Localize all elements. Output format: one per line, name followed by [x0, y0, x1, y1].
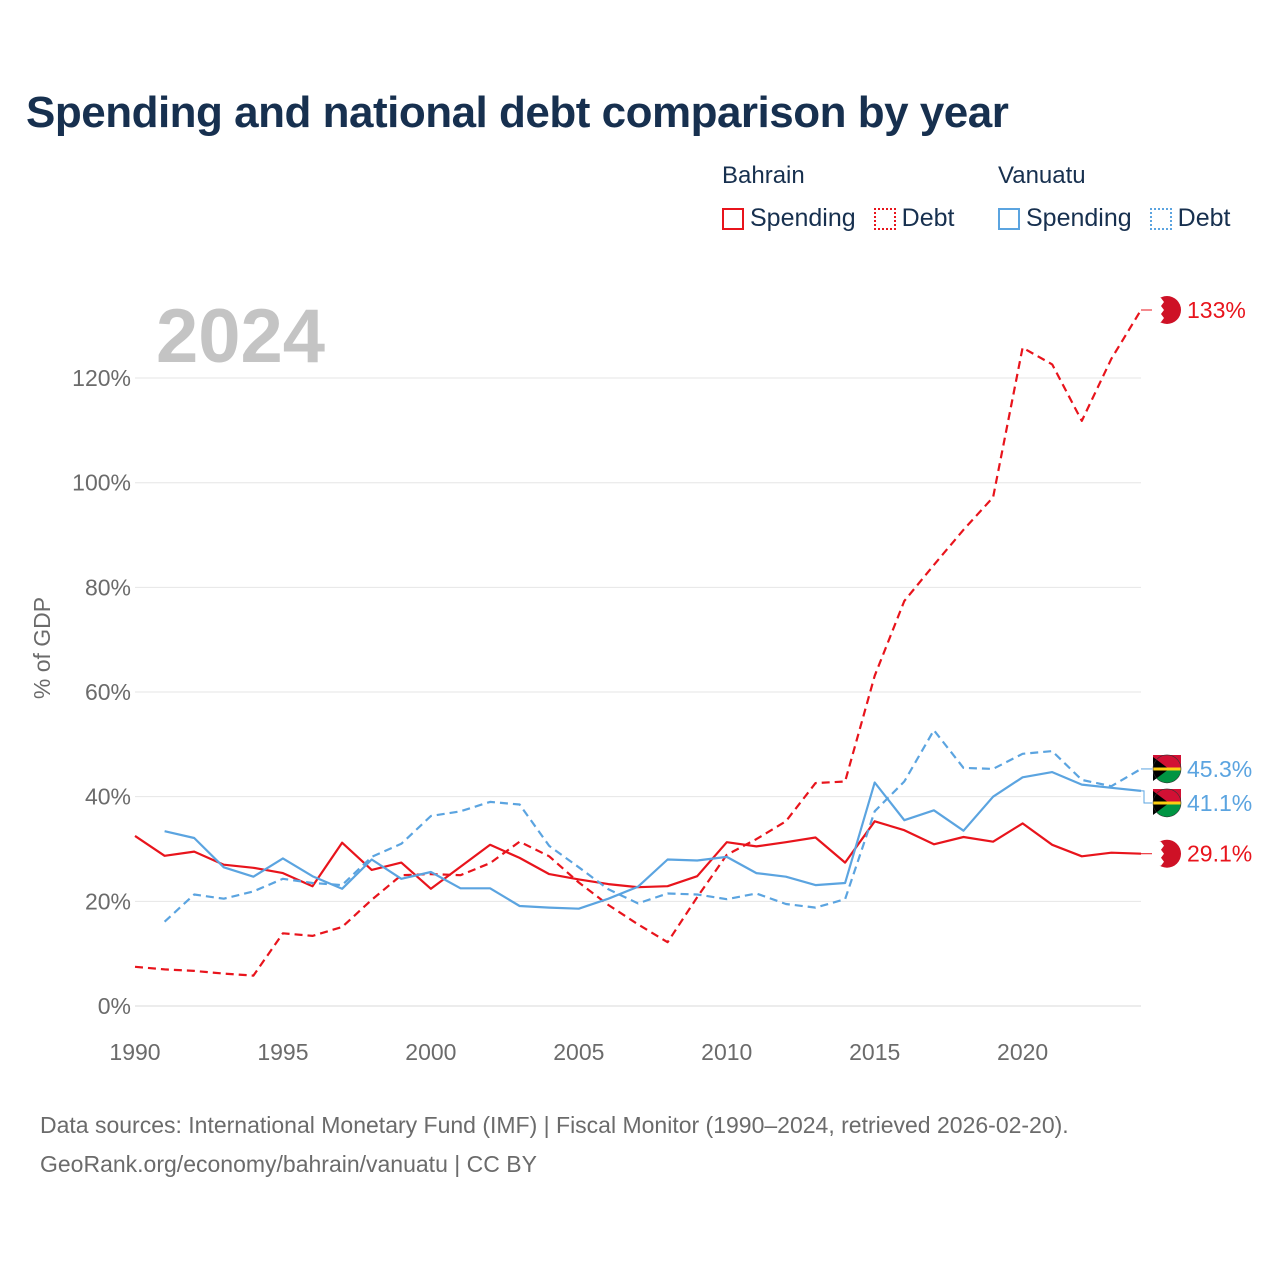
- end-value-label: 29.1%: [1187, 841, 1252, 867]
- series-line-bahrain-debt: [134, 309, 1142, 977]
- bahrain-flag-icon: [1153, 296, 1181, 324]
- dotted-swatch-icon: [873, 207, 896, 230]
- y-tick-label: 60%: [85, 679, 131, 705]
- data-source: Data sources: International Monetary Fun…: [40, 1112, 1069, 1138]
- end-value-label: 45.3%: [1187, 756, 1252, 782]
- x-tick-label: 1990: [109, 1039, 160, 1065]
- x-tick-label: 2010: [701, 1039, 752, 1065]
- x-tick-label: 2015: [849, 1039, 900, 1065]
- series-line-vanuatu-spending: [164, 770, 1142, 910]
- legend-vanuatu-debt[interactable]: Debt: [1149, 204, 1231, 233]
- x-tick-label: 1995: [257, 1039, 308, 1065]
- series-line-vanuatu-debt: [163, 729, 1142, 923]
- x-tick-label: 2020: [997, 1039, 1048, 1065]
- y-axis-label: % of GDP: [29, 597, 55, 699]
- solid-swatch-icon: [998, 207, 1020, 230]
- y-tick-label: 20%: [85, 888, 131, 914]
- y-tick-label: 40%: [85, 784, 131, 810]
- legend-label: Debt: [901, 204, 955, 232]
- legend-label: Debt: [1177, 204, 1231, 232]
- legend-country-bahrain: Bahrain: [722, 162, 805, 189]
- legend-bahrain: Bahrain Spending Debt: [722, 162, 954, 233]
- source-url[interactable]: GeoRank.org/economy/bahrain/vanuatu | CC…: [40, 1151, 537, 1177]
- y-tick-label: 120%: [72, 365, 131, 391]
- line-chart: 2024 % of GDP 0% 20% 40% 60% 80% 100% 120% 199…: [29, 294, 1252, 1065]
- chart-title: Spending and national debt comparison by…: [26, 88, 1009, 137]
- x-tick-label: 2000: [405, 1039, 456, 1065]
- bahrain-flag-icon: [1153, 839, 1181, 868]
- dotted-swatch-icon: [1149, 207, 1172, 230]
- vanuatu-flag-icon: [1152, 754, 1182, 784]
- y-tick-label: 80%: [85, 574, 131, 600]
- end-value-label: 133%: [1187, 297, 1246, 323]
- footer: Data sources: International Monetary Fun…: [40, 1106, 1069, 1184]
- solid-swatch-icon: [722, 207, 744, 230]
- legend-vanuatu: Vanuatu Spending Debt: [998, 162, 1230, 233]
- y-tick-label: 0%: [98, 993, 131, 1019]
- x-tick-label: 2005: [553, 1039, 604, 1065]
- label-leader: [1141, 790, 1152, 804]
- legend-label: Spending: [1026, 204, 1132, 232]
- year-watermark: 2024: [156, 294, 325, 379]
- legend-label: Spending: [750, 204, 856, 232]
- legend-country-vanuatu: Vanuatu: [998, 162, 1086, 189]
- y-tick-label: 100%: [72, 470, 131, 496]
- legend-bahrain-spending[interactable]: Spending: [722, 204, 856, 233]
- legend-vanuatu-spending[interactable]: Spending: [998, 204, 1132, 233]
- end-value-label: 41.1%: [1187, 790, 1252, 816]
- legend-bahrain-debt[interactable]: Debt: [873, 204, 955, 233]
- vanuatu-flag-icon: [1152, 788, 1182, 818]
